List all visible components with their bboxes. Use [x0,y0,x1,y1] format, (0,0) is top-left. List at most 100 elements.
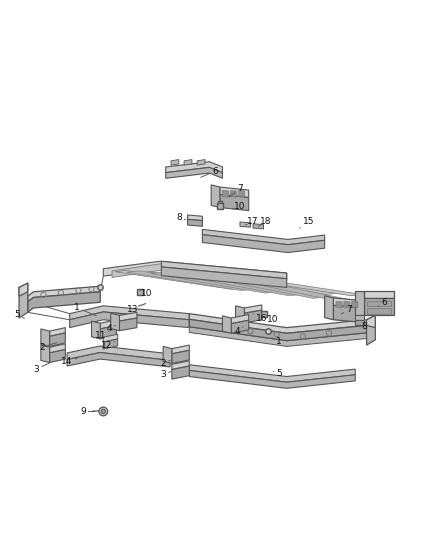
Polygon shape [172,361,189,369]
Polygon shape [220,187,249,198]
Polygon shape [336,302,342,308]
Text: 5: 5 [273,369,282,378]
Circle shape [99,407,108,416]
Text: 10: 10 [140,289,153,298]
Polygon shape [230,190,237,197]
Text: 18: 18 [258,217,272,227]
Polygon shape [67,346,170,360]
Polygon shape [49,328,65,336]
Polygon shape [355,316,364,320]
Polygon shape [367,301,392,306]
Polygon shape [166,161,223,173]
Polygon shape [115,270,242,289]
Polygon shape [70,306,189,320]
Polygon shape [344,302,350,308]
Polygon shape [223,316,231,333]
Text: 8: 8 [361,322,367,331]
Polygon shape [120,318,137,330]
Polygon shape [70,312,189,328]
Polygon shape [49,333,65,346]
Text: 15: 15 [300,217,314,228]
Polygon shape [189,365,355,382]
Text: 11: 11 [95,331,109,340]
Text: 2: 2 [39,343,57,352]
Polygon shape [352,302,358,308]
Polygon shape [187,274,314,293]
Polygon shape [161,261,287,279]
Polygon shape [41,345,49,362]
Polygon shape [100,326,117,339]
Polygon shape [28,286,100,302]
Polygon shape [184,159,192,165]
Polygon shape [111,313,120,330]
Polygon shape [211,185,220,207]
Polygon shape [172,345,189,354]
Polygon shape [171,159,179,165]
Text: 3: 3 [34,363,49,374]
Polygon shape [172,366,189,379]
Polygon shape [140,272,266,290]
Polygon shape [240,222,251,227]
Polygon shape [355,320,364,326]
Text: 17: 17 [245,217,259,227]
Text: 6: 6 [201,167,219,177]
Polygon shape [238,190,244,197]
Polygon shape [19,283,28,296]
Polygon shape [189,370,355,389]
Polygon shape [127,271,254,290]
Polygon shape [333,305,362,322]
Polygon shape [112,264,279,282]
Text: 3: 3 [160,370,171,379]
Polygon shape [253,224,264,229]
Polygon shape [120,312,137,321]
Polygon shape [49,344,65,353]
Text: 6: 6 [378,298,387,307]
Polygon shape [163,273,290,292]
Polygon shape [197,159,205,165]
Polygon shape [151,272,278,293]
Polygon shape [187,220,202,227]
Polygon shape [333,298,362,308]
Polygon shape [202,235,325,253]
Text: 7: 7 [342,305,352,314]
Polygon shape [364,290,394,298]
Polygon shape [367,316,375,328]
Polygon shape [364,298,394,316]
Polygon shape [187,215,202,221]
Text: 14: 14 [61,357,78,366]
Text: 2: 2 [160,359,171,368]
Text: 8: 8 [176,213,186,222]
Text: 7: 7 [229,184,243,197]
Polygon shape [161,267,287,287]
Polygon shape [49,350,65,362]
Polygon shape [223,190,229,197]
Polygon shape [355,290,364,316]
Polygon shape [231,314,249,324]
Polygon shape [367,309,392,313]
Polygon shape [67,352,170,367]
Text: 1: 1 [272,337,282,346]
Polygon shape [189,313,367,333]
Text: 10: 10 [266,315,278,324]
Text: 1: 1 [74,303,96,316]
Polygon shape [220,195,249,211]
Polygon shape [325,296,333,320]
Polygon shape [202,229,325,245]
Polygon shape [163,346,172,364]
Polygon shape [211,276,338,294]
Polygon shape [231,320,249,333]
Circle shape [101,409,106,414]
Text: 12: 12 [101,342,115,351]
Polygon shape [367,316,375,345]
Text: 16: 16 [253,313,268,322]
Text: 5: 5 [14,310,25,319]
Polygon shape [236,277,362,296]
Polygon shape [244,305,262,313]
Polygon shape [189,319,367,341]
Polygon shape [236,306,244,323]
Polygon shape [199,275,325,298]
Polygon shape [103,339,118,349]
Text: 4: 4 [106,325,115,334]
Polygon shape [244,310,262,323]
Text: 4: 4 [234,327,243,336]
